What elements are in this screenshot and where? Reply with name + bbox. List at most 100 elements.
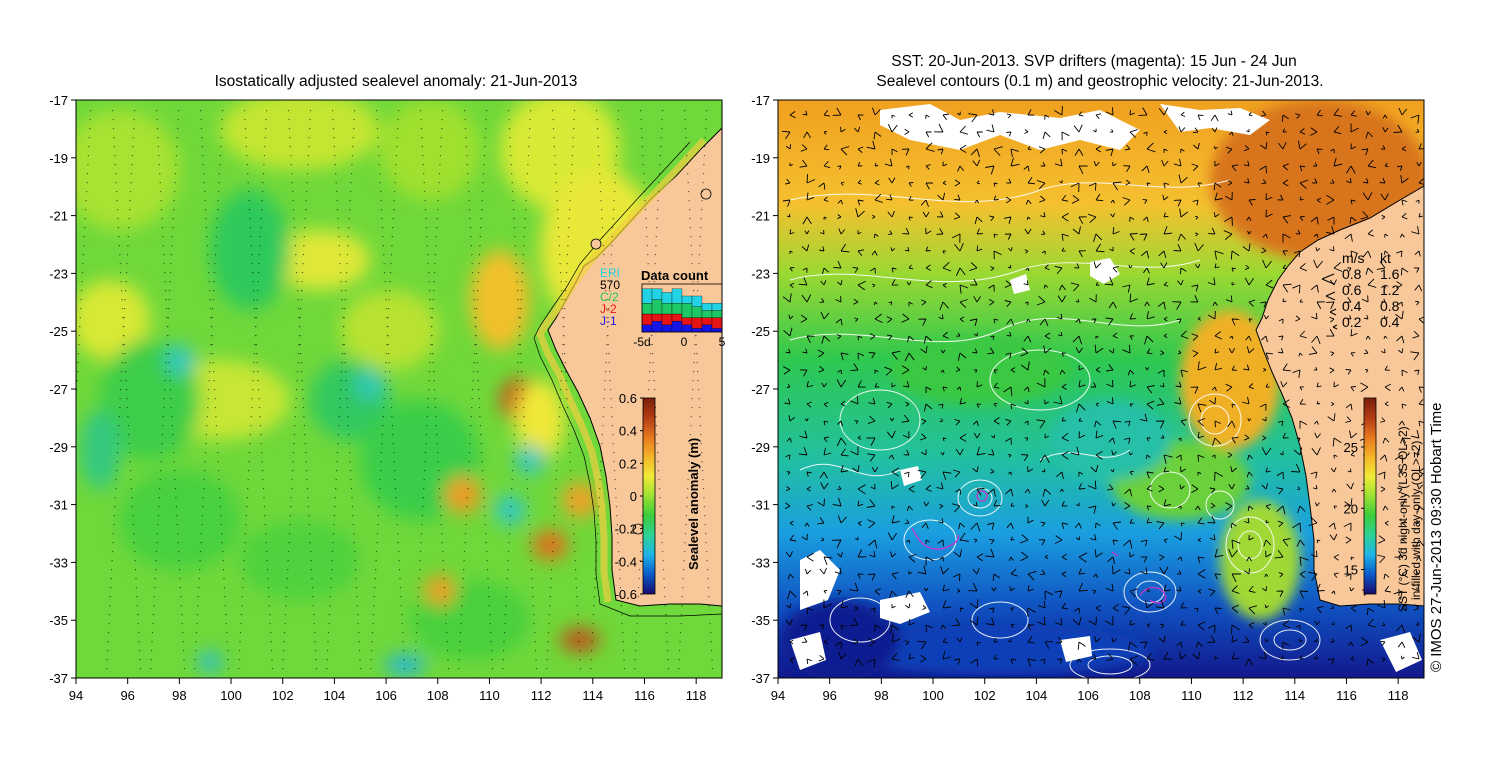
speed-legend-row: 0.2 0.4 (1332, 314, 1400, 330)
speed-legend-row: 0.8 1.6 (1321, 266, 1400, 285)
speed-kt-value: 1.2 (1380, 282, 1400, 298)
data-count-bars (641, 288, 723, 333)
mission-label-j2: J-2 (600, 302, 617, 316)
data-count-bar-segment (711, 317, 723, 329)
data-count-bar-segment (681, 303, 693, 318)
lon-tick-label: 106 (375, 688, 397, 703)
colorbar-tick-label: 25 (1344, 440, 1358, 455)
lon-tick-label: 100 (922, 688, 944, 703)
data-count-bar-segment (671, 313, 683, 322)
lat-tick-label: -31 (49, 498, 68, 513)
sst-map (778, 100, 1424, 678)
left-lon-axis: 94 96 98 100 102 104 106 108 110 112 114 116 118 (69, 678, 707, 703)
data-count-bar-segment (651, 299, 663, 315)
lon-tick-label: 96 (120, 688, 134, 703)
colorbar-tick-label: 0.6 (619, 391, 637, 406)
lon-tick-label: 94 (771, 688, 785, 703)
lon-tick-label: 110 (1181, 688, 1202, 703)
speed-arrow-0.2 (1332, 324, 1338, 330)
data-count-inset: Data count ERI 570 C/2 J-2 J-1 -5d 0 5 (600, 266, 726, 349)
right-panel-title-line2: Sealevel contours (0.1 m) and geostrophi… (876, 73, 1323, 90)
mission-label-eri: ERI (600, 266, 620, 280)
lon-tick-label: 94 (69, 688, 83, 703)
colorbar-tick-label: 0.4 (619, 424, 637, 439)
lon-tick-label: 110 (479, 688, 500, 703)
lon-tick-label: 112 (531, 688, 552, 703)
lon-tick-label: 114 (582, 688, 603, 703)
lat-tick-label: -37 (751, 671, 770, 686)
colorbar-tick-label: 20 (1344, 501, 1358, 516)
data-count-bar-segment (661, 324, 673, 333)
lat-tick-label: -31 (751, 498, 770, 513)
data-count-bar-segment (711, 303, 723, 311)
data-count-bar-segment (711, 328, 723, 333)
data-count-bar-segment (661, 303, 673, 315)
data-count-bar-segment (671, 288, 683, 304)
lon-tick-label: 102 (272, 688, 294, 703)
lat-tick-label: -19 (751, 151, 770, 166)
lon-tick-label: 104 (324, 688, 346, 703)
lon-tick-label: 100 (220, 688, 242, 703)
lon-tick-label: 116 (634, 688, 655, 703)
lat-tick-label: -37 (49, 671, 68, 686)
speed-arrow-0.6 (1325, 291, 1336, 301)
lon-tick-label: 108 (1129, 688, 1151, 703)
lon-tick-label: 114 (1284, 688, 1305, 703)
lat-tick-label: -35 (49, 613, 68, 628)
lat-tick-label: -27 (751, 382, 770, 397)
lat-tick-label: -23 (49, 266, 68, 281)
left-lat-axis: -17 -19 -21 -23 -25 -27 -29 -31 -33 -35 -37 (49, 93, 76, 686)
sla-colorbar: 0.6 0.4 0.2 0 -0.2 -0.4 -0.6 Sealevel anomaly … (615, 391, 701, 602)
data-count-bar-segment (641, 288, 653, 304)
data-count-bar-segment (681, 295, 693, 304)
speed-ms-value: 0.2 (1342, 314, 1362, 330)
data-count-title: Data count (641, 268, 709, 283)
data-count-bar-segment (691, 295, 703, 307)
sst-colorbar-label-line2: in-filled with day-only (QL>=2) (1409, 441, 1423, 600)
lon-tick-label: 116 (1336, 688, 1357, 703)
data-count-bar-segment (701, 324, 713, 333)
data-count-bar-segment (681, 324, 693, 333)
data-count-bar-segment (691, 328, 703, 333)
lon-tick-label: 104 (1026, 688, 1048, 703)
data-count-bar-segment (701, 303, 713, 311)
lat-tick-label: -17 (49, 93, 68, 108)
data-count-bar-segment (671, 303, 683, 315)
count-tick-0: 0 (681, 335, 688, 349)
data-count-bar-segment (711, 310, 723, 318)
speed-legend-header-kt: kt (1380, 250, 1391, 266)
data-count-bar-segment (641, 303, 653, 315)
imos-credit-text: © IMOS 27-Jun-2013 09:30 Hobart Time (1428, 402, 1445, 672)
speed-legend-row: 0.4 0.8 (1329, 298, 1400, 316)
mission-label-c2: C/2 (600, 290, 619, 304)
lon-tick-label: 98 (172, 688, 186, 703)
lon-tick-label: 118 (1388, 688, 1409, 703)
count-tick-minus5: -5d (633, 335, 650, 349)
lat-tick-label: -29 (49, 440, 68, 455)
speed-legend-header-ms: m/s (1342, 250, 1365, 266)
colorbar-tick-label: 0 (630, 489, 637, 504)
right-panel-title-line1: SST: 20-Jun-2013. SVP drifters (magenta)… (891, 53, 1297, 70)
colorbar-tick-label: -0.4 (615, 554, 637, 569)
lat-tick-label: -25 (751, 324, 770, 339)
lon-tick-label: 118 (686, 688, 707, 703)
data-count-bar-segment (691, 306, 703, 318)
lat-tick-label: -33 (49, 555, 68, 570)
data-count-bar-segment (671, 321, 683, 333)
lat-tick-label: -21 (49, 209, 68, 224)
speed-arrow-0.8 (1321, 273, 1335, 285)
data-count-bar-segment (651, 313, 663, 322)
colorbar-tick-label: -0.2 (615, 522, 637, 537)
data-count-bar-segment (661, 313, 673, 325)
mission-label-570: 570 (600, 278, 620, 292)
sst-colorbar-ramp (1363, 397, 1377, 595)
sst-colorbar: 25 20 15 SST (°C) 3d night-only (L3S QL>2)… (1344, 397, 1423, 612)
speed-ms-value: 0.6 (1342, 282, 1362, 298)
speed-ms-value: 0.4 (1342, 298, 1362, 314)
data-count-bar-segment (681, 317, 693, 325)
lon-tick-label: 96 (822, 688, 836, 703)
data-count-bar-segment (691, 317, 703, 329)
sla-colorbar-label: Sealevel anomaly (m) (686, 438, 701, 570)
lat-tick-label: -33 (751, 555, 770, 570)
